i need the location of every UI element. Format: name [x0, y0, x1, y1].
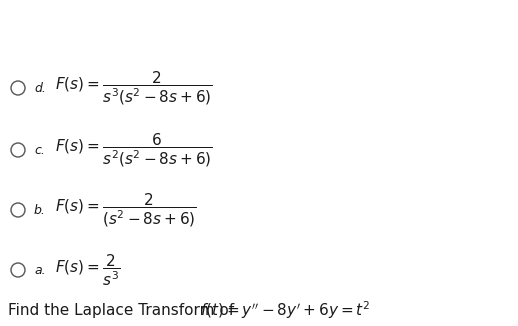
- Text: $F(s) = \dfrac{2}{s^3(s^2-8s+6)}$: $F(s) = \dfrac{2}{s^3(s^2-8s+6)}$: [55, 69, 213, 107]
- Text: $f(t) = y'' - 8y' + 6y = t^2$: $f(t) = y'' - 8y' + 6y = t^2$: [200, 299, 370, 321]
- Text: Find the Laplace Transform of: Find the Laplace Transform of: [8, 303, 234, 318]
- Text: d.: d.: [34, 82, 46, 95]
- Text: a.: a.: [34, 264, 46, 277]
- Text: $F(s) = \dfrac{6}{s^2(s^2-8s+6)}$: $F(s) = \dfrac{6}{s^2(s^2-8s+6)}$: [55, 131, 213, 169]
- Text: c.: c.: [34, 144, 45, 157]
- Text: b.: b.: [34, 204, 46, 217]
- Text: $F(s) = \dfrac{2}{s^3}$: $F(s) = \dfrac{2}{s^3}$: [55, 252, 120, 288]
- Text: $F(s) = \dfrac{2}{(s^2-8s+6)}$: $F(s) = \dfrac{2}{(s^2-8s+6)}$: [55, 191, 197, 229]
